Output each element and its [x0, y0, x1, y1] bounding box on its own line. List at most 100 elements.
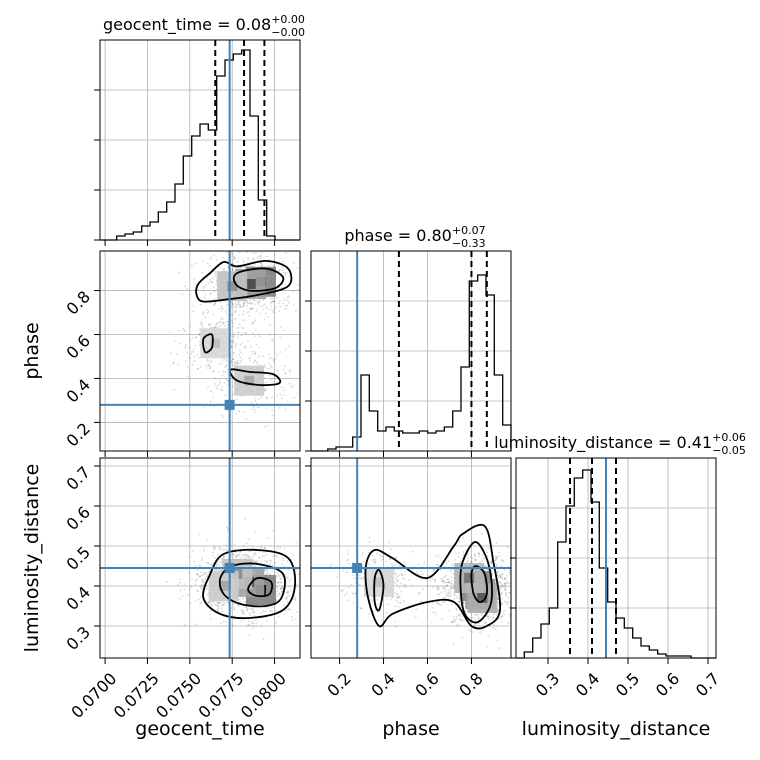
sample-point [248, 634, 251, 637]
sample-point [390, 562, 393, 565]
sample-point [287, 577, 289, 580]
sample-point [252, 611, 255, 614]
sample-point [498, 647, 500, 650]
sample-point [205, 561, 208, 564]
sample-point [306, 275, 308, 277]
sample-point [269, 297, 272, 300]
sample-point [232, 313, 234, 316]
sample-point [457, 623, 460, 626]
sample-point [282, 559, 285, 562]
sample-point [177, 583, 179, 586]
density-cell [467, 593, 478, 603]
sample-point [399, 601, 402, 604]
sample-point [233, 352, 236, 355]
sample-point [212, 277, 215, 279]
sample-point [477, 617, 480, 620]
sample-point [444, 590, 447, 593]
sample-point [198, 333, 201, 335]
sample-point [215, 280, 218, 283]
sample-point [288, 585, 291, 588]
sample-point [244, 606, 247, 609]
sample-point [237, 303, 239, 306]
sample-point [233, 343, 236, 345]
density-cell [255, 279, 266, 289]
sample-point [264, 389, 267, 392]
sample-point [380, 555, 383, 558]
tick-label-y: 0.7 [63, 463, 94, 494]
sample-point [247, 555, 250, 558]
sample-point [471, 560, 473, 563]
sample-point [251, 353, 254, 356]
sample-point [268, 353, 271, 355]
sample-point [240, 395, 243, 398]
sample-point [196, 573, 199, 576]
sample-point [450, 620, 453, 623]
density-cell [218, 591, 229, 601]
sample-point [241, 609, 244, 612]
sample-point [266, 571, 269, 573]
sample-point [350, 584, 353, 586]
sample-point [247, 624, 250, 627]
sample-point [199, 602, 202, 604]
sample-point [403, 561, 405, 564]
sample-point [293, 396, 296, 399]
sample-point [231, 346, 233, 349]
sample-point [231, 268, 234, 271]
sample-point [343, 594, 346, 597]
sample-point [257, 301, 259, 304]
sample-point [249, 614, 252, 617]
sample-point [269, 378, 272, 381]
sample-point [266, 397, 268, 400]
sample-point [506, 603, 508, 605]
sample-point [265, 387, 268, 390]
sample-point [239, 600, 242, 603]
sample-point [245, 331, 247, 334]
sample-point [288, 301, 290, 304]
sample-point [246, 257, 249, 260]
sample-point [278, 575, 281, 577]
sample-point [305, 592, 307, 594]
sample-point [259, 313, 261, 315]
sample-point [372, 610, 375, 613]
sample-point [490, 562, 493, 565]
density-cell [254, 577, 265, 587]
sample-point [458, 552, 461, 555]
sample-point [457, 614, 460, 617]
sample-point [224, 366, 227, 368]
sample-point [497, 581, 500, 584]
sample-point [445, 562, 448, 564]
sample-point [422, 588, 425, 590]
sample-point [168, 331, 171, 333]
sample-point [346, 592, 348, 595]
sample-point [490, 560, 493, 563]
tick-label-y: 0.6 [63, 331, 94, 362]
sample-point [236, 398, 238, 401]
sample-point [216, 387, 219, 390]
density-cell [364, 577, 375, 587]
sample-point [347, 549, 350, 552]
sample-point [288, 581, 291, 583]
sample-point [395, 573, 397, 576]
sample-point [185, 343, 187, 346]
sample-point [412, 550, 414, 553]
sample-point [513, 593, 515, 595]
sample-point [235, 310, 238, 313]
sample-point [287, 345, 290, 348]
sample-point [440, 591, 443, 594]
sample-point [373, 560, 376, 563]
sample-point [376, 599, 379, 601]
sample-point [232, 358, 235, 361]
contour-outer [202, 333, 214, 354]
sample-point [222, 549, 225, 551]
sample-point [317, 404, 319, 406]
sample-point [283, 565, 286, 568]
sample-point [278, 269, 281, 272]
sample-point [211, 281, 214, 284]
sample-point [401, 574, 403, 577]
sample-point [275, 548, 278, 551]
sample-point [222, 416, 224, 419]
sample-point [479, 631, 482, 634]
tick-label-x: 0.4 [572, 669, 603, 700]
sample-point [240, 351, 243, 354]
sample-point [205, 587, 208, 590]
